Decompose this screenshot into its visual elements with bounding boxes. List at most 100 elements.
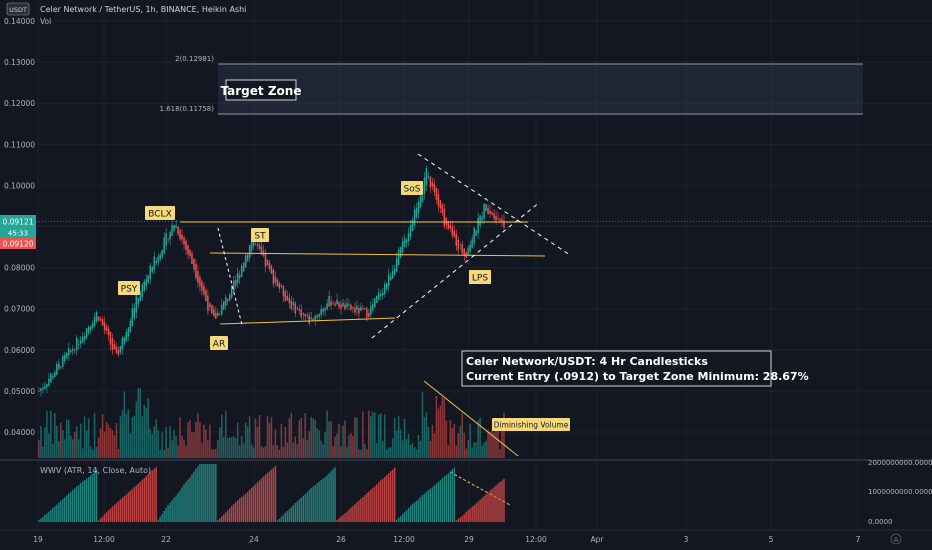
- atr-bar: [405, 509, 408, 522]
- volume-bar: [254, 418, 257, 458]
- volume-bar: [207, 440, 209, 458]
- candle-body: [83, 336, 86, 340]
- candle-body: [189, 249, 191, 256]
- volume-bar: [471, 447, 473, 458]
- candle-body: [437, 193, 440, 207]
- candle-body: [219, 314, 221, 316]
- atr-bar: [266, 472, 269, 522]
- volume-bar: [46, 411, 48, 458]
- volume-bar: [503, 412, 505, 458]
- price-tick-label: 0.12000: [4, 99, 35, 108]
- volume-bar: [169, 426, 171, 458]
- volume-bar: [260, 446, 263, 458]
- auto-scale-label: A: [894, 536, 899, 544]
- volume-bar: [81, 448, 84, 458]
- candle-body: [302, 313, 304, 315]
- atr-bar: [370, 489, 372, 522]
- auto-scale-button[interactable]: A: [890, 533, 902, 545]
- time-tick-label: 3: [684, 535, 689, 544]
- atr-bar: [457, 518, 459, 522]
- candle-body: [314, 316, 316, 320]
- candle-body: [397, 249, 400, 266]
- candle-body: [481, 216, 483, 221]
- candle-body: [282, 285, 285, 297]
- volume-bar: [286, 442, 289, 458]
- atr-bar: [451, 469, 454, 522]
- atr-bar: [109, 508, 112, 522]
- bclx-label: BCLX: [148, 210, 171, 220]
- candle-body: [52, 375, 54, 379]
- volume-bar: [477, 420, 479, 458]
- volume-bar: [487, 430, 489, 458]
- atr-bar: [248, 489, 251, 522]
- volume-bar: [258, 415, 261, 458]
- volume-bar: [455, 445, 458, 458]
- atr-bar: [278, 518, 281, 522]
- candle-body: [419, 195, 422, 208]
- candle-body: [425, 168, 428, 186]
- candle-body: [429, 176, 432, 188]
- volume-bar: [159, 449, 161, 458]
- atr-bar: [171, 500, 173, 522]
- indicator-axis[interactable]: 2000000000.0000 1000000000.0000 0.0000: [868, 459, 932, 526]
- ar-label: AR: [213, 340, 225, 350]
- volume-bar: [354, 417, 356, 458]
- atr-bar: [431, 487, 434, 522]
- atr-bar: [397, 517, 400, 522]
- fib-upper-label: 2(0.12981): [175, 55, 214, 63]
- volume-bar: [459, 426, 461, 458]
- candle-body: [121, 337, 124, 350]
- atr-bar: [101, 516, 104, 522]
- atr-bar: [197, 466, 199, 522]
- symbol-badge[interactable]: [6, 2, 30, 16]
- atr-bar: [58, 502, 60, 522]
- volume-bar: [203, 424, 205, 458]
- candle-body: [316, 315, 318, 318]
- candle-body: [362, 308, 364, 310]
- time-axis[interactable]: 19 12:00 22 24 26 12:00 29 12:00 Apr 3 5 7: [33, 535, 860, 544]
- volume-bar: [423, 417, 426, 458]
- atr-bar: [213, 464, 215, 522]
- volume-bar: [330, 421, 332, 458]
- atr-bar: [215, 464, 217, 522]
- volume-bar: [364, 443, 366, 458]
- volume-bar: [290, 412, 293, 458]
- price-axis[interactable]: 0.140000.130000.120000.110000.100000.090…: [4, 17, 35, 437]
- atr-bar: [264, 474, 267, 522]
- atr-bar: [145, 476, 147, 522]
- volume-bar: [417, 434, 420, 458]
- atr-bar: [46, 513, 48, 522]
- volume-bars: [38, 387, 505, 458]
- current-price-tag: 0.09121: [2, 218, 33, 227]
- candle-body: [467, 247, 469, 256]
- volume-bar: [485, 441, 487, 458]
- volume-bar: [103, 431, 106, 458]
- candle-body: [433, 184, 436, 193]
- candle-body: [344, 304, 346, 310]
- atr-bar: [350, 507, 352, 522]
- volume-bar: [457, 433, 459, 458]
- candle-body: [119, 346, 122, 353]
- volume-bar: [411, 443, 414, 458]
- candle-body: [42, 388, 44, 390]
- candle-body: [44, 386, 46, 389]
- time-tick-label: 12:00: [93, 535, 115, 544]
- volume-bar: [306, 439, 308, 458]
- volume-bar: [50, 410, 52, 458]
- volume-bar: [131, 417, 134, 458]
- volume-bar: [282, 446, 285, 458]
- atr-bar: [276, 520, 279, 522]
- volume-bar: [175, 435, 177, 458]
- candle-body: [352, 307, 354, 309]
- atr-bar: [477, 501, 479, 522]
- price-tick-label: 0.05000: [4, 387, 35, 396]
- volume-bar: [238, 445, 241, 458]
- atr-bar: [103, 514, 106, 522]
- candle-body: [46, 384, 48, 388]
- volume-bar: [52, 443, 54, 458]
- volume-bar: [252, 447, 255, 458]
- volume-bar: [473, 442, 475, 458]
- candle-body: [368, 312, 370, 317]
- candle-body: [374, 298, 376, 308]
